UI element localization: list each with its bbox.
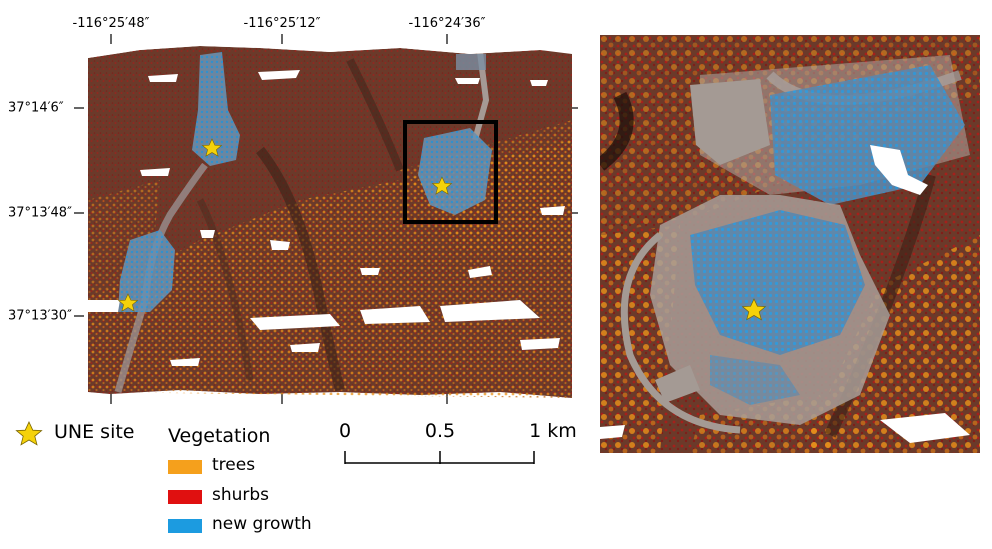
- une-site-star-2: [431, 176, 453, 195]
- legend-une-site-label: UNE site: [54, 421, 135, 443]
- latitude-label-2: 37°13′48″: [8, 205, 72, 221]
- longitude-label-3: -116°24′36″: [408, 16, 486, 31]
- latitude-label-1: 37°14′6″: [8, 100, 64, 116]
- inset-frame: [403, 120, 498, 224]
- scalebar-label-1km: 1 km: [529, 420, 577, 442]
- legend-label-shrubs: shurbs: [212, 485, 270, 505]
- legend-swatch-trees: [168, 460, 202, 474]
- legend-vegetation-title: Vegetation: [168, 425, 271, 447]
- scalebar-label-0: 0: [338, 420, 352, 442]
- une-site-star-1: [201, 138, 223, 157]
- legend-label-trees: trees: [212, 455, 256, 475]
- inset-zoom-map: [600, 35, 980, 453]
- latitude-label-3: 37°13′30″: [8, 308, 72, 324]
- legend-swatch-new-growth: [168, 519, 202, 533]
- star-icon: [15, 421, 43, 446]
- scalebar-label-half: 0.5: [424, 420, 456, 442]
- longitude-label-1: -116°25′48″: [72, 16, 150, 31]
- legend-swatch-shrubs: [168, 490, 202, 504]
- longitude-label-2: -116°25′12″: [243, 16, 321, 31]
- main-vegetation-map: [74, 34, 578, 404]
- une-site-star-inset: [741, 298, 767, 321]
- legend-label-new-growth: new growth: [212, 514, 312, 534]
- scalebar: [344, 451, 535, 464]
- une-site-star-3: [117, 293, 139, 312]
